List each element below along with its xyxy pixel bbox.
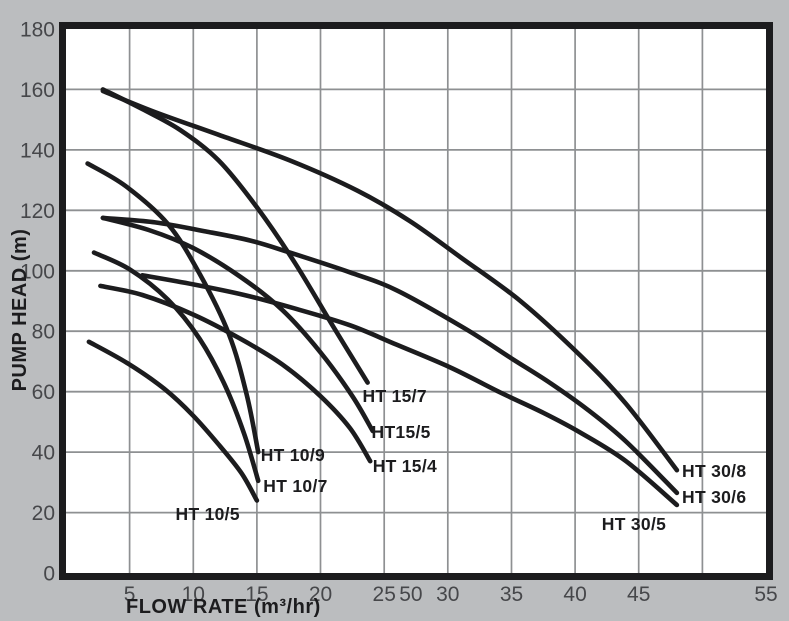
curve-label-ht-15-7: HT 15/7	[363, 386, 427, 406]
x-tick-label-20: 20	[309, 583, 332, 606]
x-tick-label-10: 10	[182, 583, 205, 606]
x-tick-label-40: 40	[563, 583, 586, 606]
y-tick-label-60: 60	[32, 381, 55, 404]
curve-label-ht-30-8: HT 30/8	[682, 461, 746, 481]
curve-label-ht-10-5: HT 10/5	[176, 504, 240, 524]
x-tick-label-30: 30	[436, 583, 459, 606]
curve-label-ht-10-9: HT 10/9	[261, 445, 325, 465]
y-tick-label-0: 0	[43, 563, 55, 586]
curve-ht-10-5	[86, 339, 260, 503]
curve-label-ht-15-5: HT15/5	[372, 422, 431, 442]
y-tick-label-160: 160	[20, 79, 55, 102]
x-tick-label-15: 15	[245, 583, 268, 606]
curve-ht-10-7	[91, 250, 261, 484]
x-tick-label-45: 45	[627, 583, 650, 606]
curve-label-ht-30-5: HT 30/5	[602, 514, 666, 534]
curve-label-ht-30-6: HT 30/6	[682, 487, 746, 507]
y-tick-label-180: 180	[20, 19, 55, 42]
curve-ht-15-7	[100, 87, 370, 385]
x-tick-label-5: 5	[124, 583, 136, 606]
y-tick-label-140: 140	[20, 139, 55, 162]
y-tick-label-80: 80	[32, 321, 55, 344]
x-tick-label-35: 35	[500, 583, 523, 606]
y-tick-label-20: 20	[32, 502, 55, 525]
y-axis-title: PUMP HEAD (m)	[9, 229, 31, 392]
curve-ht-30-6	[100, 215, 680, 496]
curve-ht-30-5	[140, 273, 680, 508]
y-tick-label-40: 40	[32, 442, 55, 465]
curve-ht-10-9	[85, 161, 261, 455]
curve-label-ht-15-4: HT 15/4	[373, 456, 437, 476]
curve-label-ht-10-7: HT 10/7	[263, 476, 327, 496]
curve-ht-15-4	[98, 283, 373, 464]
y-tick-label-100: 100	[20, 260, 55, 283]
x-tick-label-25: 25	[373, 583, 396, 606]
curve-ht-30-8	[100, 88, 680, 473]
curve-ht-15-5	[100, 215, 375, 434]
y-tick-label-120: 120	[20, 200, 55, 223]
x-tick-label-55: 55	[754, 583, 777, 606]
x-tick-label-50: 50	[399, 583, 422, 606]
x-axis-title: FLOW RATE (m³/hr)	[126, 596, 321, 618]
